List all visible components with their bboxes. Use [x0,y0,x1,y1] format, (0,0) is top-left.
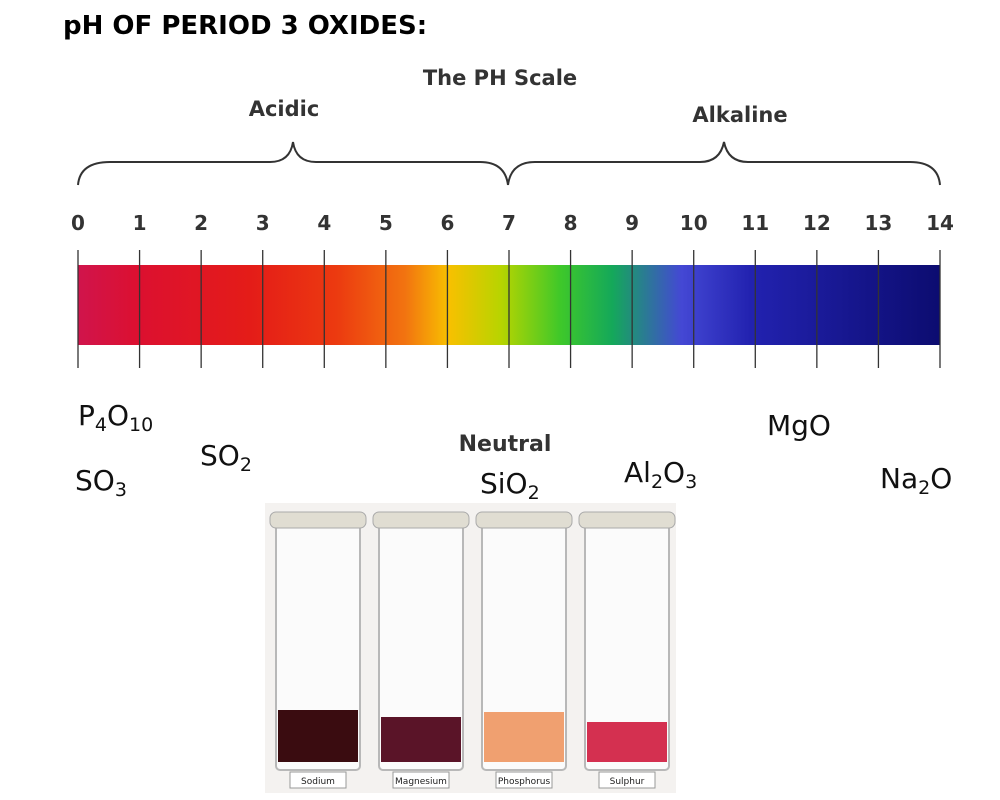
page-title: pH OF PERIOD 3 OXIDES: [63,11,427,41]
jar-tag [598,771,656,789]
jar-label: Phosphorus [498,777,551,787]
acidic-brace [77,141,509,186]
tick-label: 10 [680,211,708,235]
jar-tag [495,771,553,789]
oxide-formula: Al2O3 [624,456,697,493]
tick-label: 6 [440,211,454,235]
tick-label: 1 [133,211,147,235]
tick-label: 5 [379,211,393,235]
alkaline-brace [507,141,941,186]
tick-label: 0 [71,211,85,235]
jar-lid [372,511,470,529]
jar-liquid [381,717,461,762]
oxide-formula: SiO2 [480,467,540,504]
tick-label: 13 [865,211,893,235]
tick-label: 12 [803,211,831,235]
tick-label: 8 [564,211,578,235]
jar-label: Magnesium [395,777,447,787]
jar-tag [392,771,450,789]
jar-lid [578,511,676,529]
tick-label: 7 [502,211,516,235]
jar-liquid [484,712,564,762]
jar-photo: Sodium Magnesium Phosphorus Sulphur [265,503,676,793]
oxide-formula: Na2O [880,462,952,499]
oxide-formula: SO2 [200,439,252,476]
tick-label: 3 [256,211,270,235]
jar-liquid [587,722,667,762]
tick-label: 2 [194,211,208,235]
tick-label: 4 [317,211,331,235]
jar-lid [475,511,573,529]
jar-lid [269,511,367,529]
jar-label: Sulphur [610,777,645,787]
tick-label: 11 [741,211,769,235]
neutral-label: Neutral [459,432,552,457]
oxide-formula: SO3 [75,464,127,501]
jar-tag [289,771,347,789]
tick-label: 14 [926,211,954,235]
oxide-formula: MgO [767,409,831,442]
oxide-formula: P4O10 [78,399,153,436]
alkaline-label: Alkaline [692,103,787,127]
acidic-label: Acidic [249,97,320,121]
jar-label: Sodium [301,777,335,787]
tick-label: 9 [625,211,639,235]
jar-liquid [278,710,358,762]
scale-title: The PH Scale [423,66,577,90]
